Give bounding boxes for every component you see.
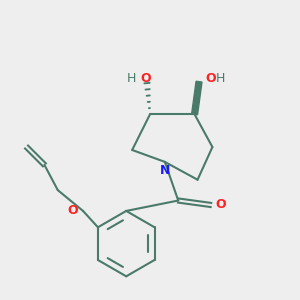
Polygon shape bbox=[192, 81, 202, 115]
Text: H: H bbox=[215, 72, 225, 85]
Text: O: O bbox=[205, 72, 216, 85]
Text: O: O bbox=[67, 204, 78, 217]
Text: O: O bbox=[215, 198, 226, 211]
Text: N: N bbox=[160, 164, 170, 177]
Text: H: H bbox=[127, 72, 136, 85]
Text: O: O bbox=[140, 72, 151, 85]
